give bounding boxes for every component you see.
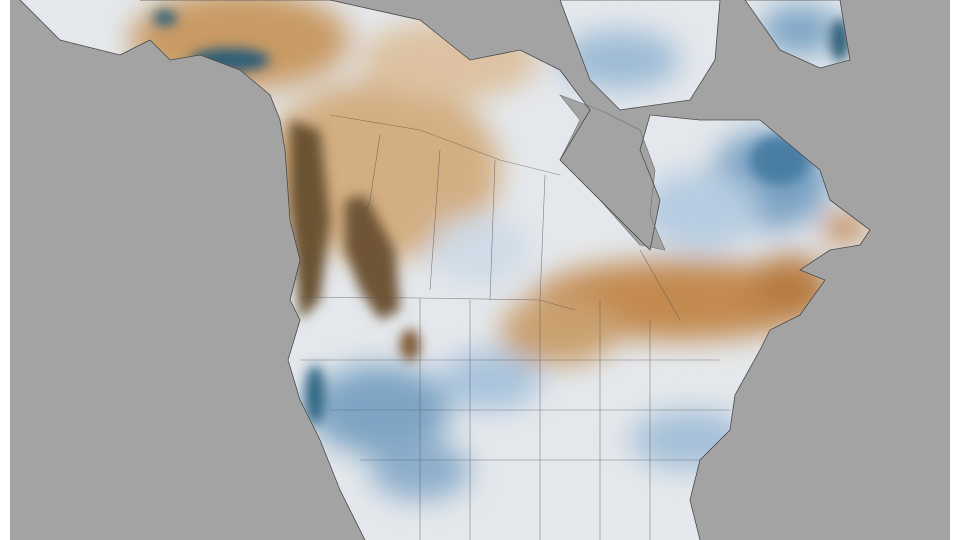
shape	[639, 249, 681, 321]
shape	[744, 0, 851, 69]
shape	[430, 215, 530, 285]
shape	[299, 296, 576, 311]
shape	[19, 0, 366, 540]
shape	[400, 329, 420, 361]
shape	[359, 134, 381, 231]
shape	[640, 170, 760, 250]
shape	[500, 295, 620, 365]
shape	[760, 5, 840, 55]
shape	[560, 30, 680, 90]
shape	[290, 120, 330, 320]
hudson-bay	[559, 94, 666, 251]
shape	[429, 149, 441, 291]
shape	[329, 114, 561, 176]
shape	[305, 365, 325, 425]
shape	[539, 174, 546, 301]
shape	[153, 10, 177, 26]
shape	[823, 213, 867, 243]
shape	[345, 195, 400, 320]
coastlines	[19, 0, 871, 540]
boundaries	[299, 114, 730, 540]
shape	[440, 350, 540, 410]
shape	[489, 159, 496, 301]
shape	[140, 0, 871, 540]
shape	[559, 0, 721, 111]
